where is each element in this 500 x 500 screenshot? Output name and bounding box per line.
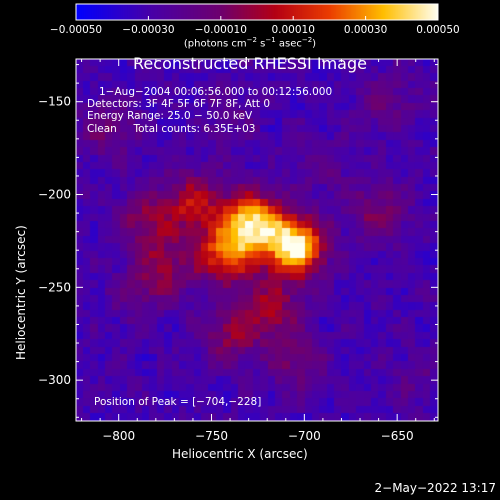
colorbar-gradient <box>76 4 438 20</box>
annotation-counts: Clean Total counts: 6.35E+03 <box>87 122 256 135</box>
plot-frame <box>75 58 439 422</box>
y-tick-label: −150 <box>38 95 71 109</box>
x-axis-label: Heliocentric X (arcsec) <box>172 447 308 461</box>
x-tick-label: −800 <box>102 429 135 443</box>
colorbar-tick-label: 0.00030 <box>344 24 387 36</box>
annotation-time: 1−Aug−2004 00:06:56.000 to 00:12:56.000 <box>99 86 333 98</box>
colorbar-tick-label: 0.00050 <box>416 24 459 36</box>
annotation-block: 1−Aug−2004 00:06:56.000 to 00:12:56.000 … <box>87 86 332 135</box>
colorbar-tick-label: −0.00050 <box>50 24 102 36</box>
colorbar-tick-label: 0.00010 <box>271 24 314 36</box>
colorbar-tick-label: −0.00010 <box>195 24 247 36</box>
heatmap-image <box>76 59 438 421</box>
x-tick-label: −650 <box>381 429 414 443</box>
y-tick-label: −200 <box>38 188 71 202</box>
colorbar-frame <box>75 3 439 21</box>
x-tick-label: −700 <box>288 429 321 443</box>
y-tick-label: −250 <box>38 280 71 294</box>
chart-title: Reconstructed RHESSI Image <box>133 54 367 73</box>
colorbar-unit-label: (photons cm−2 s−1 asec−2) <box>183 36 317 50</box>
annotation-detectors: Detectors: 3F 4F 5F 6F 7F 8F, Att 0 <box>87 98 271 111</box>
y-tick-label: −300 <box>38 373 71 387</box>
annotation-energy: Energy Range: 25.0 − 50.0 keV <box>87 110 253 123</box>
y-axis-label: Heliocentric Y (arcsec) <box>14 225 28 360</box>
x-tick-label: −750 <box>195 429 228 443</box>
peak-position-label: Position of Peak = [−704,−228] <box>94 396 262 408</box>
footer-timestamp: 2−May−2022 13:17 <box>374 481 497 495</box>
colorbar-tick-label: −0.00030 <box>122 24 174 36</box>
